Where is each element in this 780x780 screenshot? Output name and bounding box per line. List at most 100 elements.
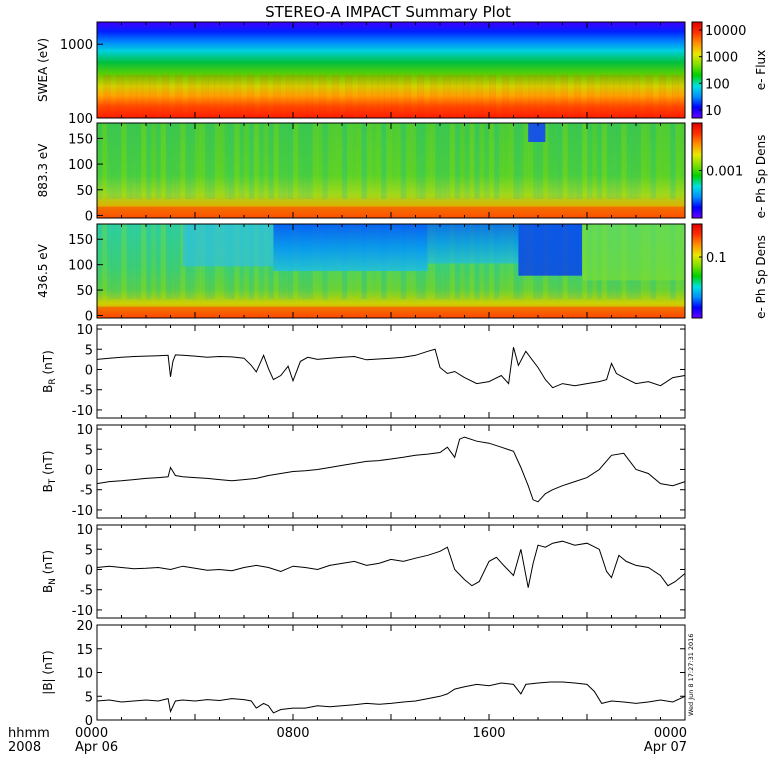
spectrogram-streak — [534, 74, 542, 118]
y-tick-label: 10 — [76, 667, 93, 682]
spectrogram-streak — [141, 123, 147, 199]
spectrogram-streak — [611, 123, 617, 199]
spectrogram-streak — [351, 74, 359, 118]
spectrogram-streak — [440, 123, 446, 199]
spectrogram-streak — [410, 123, 416, 199]
y-tick-label: -5 — [80, 484, 93, 499]
spectrogram-streak — [560, 74, 568, 118]
y-tick-label: 100 — [68, 259, 93, 274]
spectrogram-streak — [116, 74, 124, 118]
spectrogram-streak — [263, 123, 269, 199]
spectrogram-streak — [660, 123, 666, 199]
x-axis-label-hhmm: hhmm — [8, 726, 50, 741]
spectrogram-streak — [680, 123, 686, 199]
spectrogram-streak — [136, 224, 142, 300]
spectrogram-streak — [645, 123, 652, 199]
y-tick-label: 5 — [85, 343, 93, 358]
y-tick-label: 10 — [76, 523, 93, 538]
spectrogram-streak — [577, 123, 583, 199]
spectrogram-streak — [199, 123, 206, 199]
spectrogram-streak — [464, 123, 470, 199]
spectrogram-streak — [221, 74, 229, 118]
spectrogram-streak — [103, 74, 111, 118]
spectrogram-streak — [188, 74, 196, 118]
y-tick-label: 50 — [76, 184, 93, 199]
spectrogram-streak — [160, 123, 167, 199]
br-series-line — [96, 347, 686, 389]
spectrogram-streak — [273, 123, 279, 199]
spectrogram-streak — [616, 123, 622, 199]
spectrogram-streak — [430, 123, 436, 199]
spectrogram-streak — [253, 123, 260, 199]
spectrogram-streak — [149, 74, 157, 118]
panel-bt: -10 -5 0 5 10 BT (nT) — [41, 423, 686, 519]
spectrogram-streak — [572, 123, 578, 199]
spectrogram-streak — [502, 74, 510, 118]
y-tick-label: 100 — [68, 158, 93, 173]
spectrogram-streak — [479, 123, 485, 199]
spectrogram-streak — [593, 74, 601, 118]
spectrogram-streak — [557, 123, 563, 199]
spectrogram-streak — [234, 123, 240, 199]
spectrogram-streak — [214, 123, 220, 199]
spectrogram-streak — [670, 123, 676, 199]
spectrogram-streak — [342, 123, 348, 199]
plot-title: STEREO-A IMPACT Summary Plot — [265, 3, 511, 21]
spectrogram-streak — [619, 74, 627, 118]
spectrogram-streak — [181, 74, 189, 118]
spectrogram-streak — [302, 123, 309, 199]
spectrogram-streak — [523, 123, 529, 199]
spectrogram-streak — [288, 123, 294, 199]
spectrogram-streak — [650, 123, 657, 199]
y-tick-label: 5 — [85, 690, 93, 705]
spectrogram-streak — [155, 74, 163, 118]
spectrogram-streak — [299, 74, 307, 118]
enhanced-region — [582, 224, 685, 281]
spectrogram-streak — [131, 224, 137, 300]
spectrogram-streak — [498, 123, 505, 199]
spectrogram-streak — [101, 224, 108, 300]
spectrogram-streak — [358, 74, 366, 118]
swea-colorbar — [691, 21, 703, 119]
spectrogram-streak — [640, 123, 647, 199]
spectrogram-streak — [449, 74, 457, 118]
spectrogram-streak — [170, 224, 176, 300]
spectrogram-streak — [150, 123, 157, 199]
spectrogram-streak — [239, 123, 245, 199]
y-tick-label: 15 — [76, 643, 93, 658]
spectrogram-streak — [567, 74, 575, 118]
spectrogram-streak — [533, 123, 539, 199]
spectrogram-streak — [484, 123, 490, 199]
y-tick-label: 0 — [85, 209, 93, 224]
bmag-series-line — [96, 681, 686, 714]
spectrogram-streak — [639, 74, 647, 118]
x-tick-label: 0000 — [654, 726, 687, 741]
spectrogram-streak — [126, 123, 132, 199]
spectrogram-streak — [621, 123, 627, 199]
spectrogram-streak — [332, 74, 340, 118]
spectrogram-streak — [456, 74, 464, 118]
spectrogram-streak — [469, 123, 475, 199]
y-tick-label: -5 — [80, 384, 93, 399]
spectrogram-streak — [587, 123, 593, 199]
spectrogram-streak — [116, 224, 122, 300]
colorbar-label: e- Ph Sp Dens — [754, 135, 768, 219]
spectrogram-streak — [423, 74, 431, 118]
spectrogram-streak — [248, 123, 255, 199]
spectrogram-streak — [185, 123, 191, 199]
spectrogram-streak — [489, 74, 497, 118]
spectrogram-streak — [626, 74, 634, 118]
spectrogram-streak — [600, 74, 608, 118]
colorbar-tick-label: 0.1 — [706, 251, 727, 266]
spectrogram-streak — [111, 123, 118, 199]
y-tick-label: 100 — [68, 112, 93, 127]
spectrogram-streak — [258, 123, 265, 199]
y-tick-label: 0 — [85, 363, 93, 378]
spectrogram-streak — [454, 123, 461, 199]
spectrogram-streak — [371, 123, 377, 199]
spectrogram-streak — [384, 74, 392, 118]
spectrogram-streak — [312, 123, 318, 199]
spectrogram-streak — [146, 123, 152, 199]
spectrogram-streak — [312, 74, 320, 118]
